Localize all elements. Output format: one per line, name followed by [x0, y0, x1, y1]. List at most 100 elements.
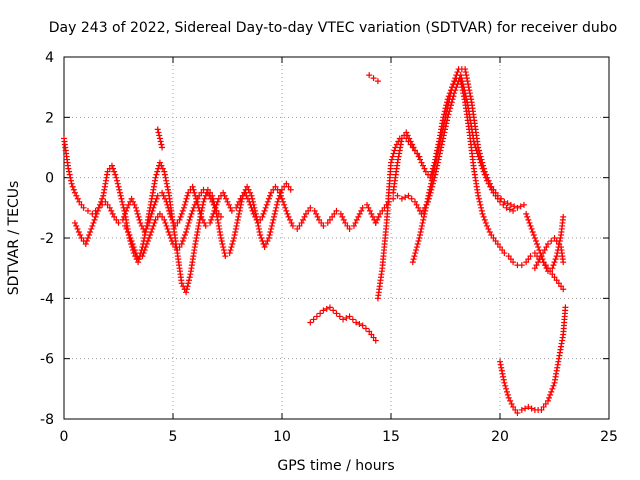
data-point [374, 78, 381, 85]
data-point [398, 135, 405, 142]
data-point [183, 225, 190, 232]
data-point [114, 177, 121, 184]
data-point [267, 228, 274, 235]
data-point [428, 180, 435, 187]
data-point [422, 207, 429, 214]
data-point [128, 238, 135, 245]
data-point [423, 201, 430, 208]
data-point [501, 198, 508, 205]
data-point [557, 235, 564, 241]
data-point [422, 204, 429, 211]
data-point [154, 192, 161, 199]
data-point [183, 228, 190, 235]
data-point [217, 213, 224, 220]
data-point [186, 274, 193, 281]
data-point [340, 316, 347, 323]
data-point [486, 180, 493, 187]
data-point [132, 204, 139, 211]
data-point [230, 238, 237, 245]
data-point [484, 174, 491, 181]
x-tick-label: 20 [491, 429, 509, 445]
data-point [277, 189, 284, 196]
x-axis-label: GPS time / hours [277, 458, 394, 474]
data-point [497, 361, 504, 368]
data-point [542, 262, 549, 269]
data-point [448, 87, 455, 94]
data-point [326, 304, 333, 311]
data-point [143, 225, 150, 232]
y-tick-label: -6 [40, 352, 54, 368]
data-point [104, 168, 111, 175]
data-point [421, 210, 428, 217]
data-point [131, 201, 138, 208]
data-point [417, 156, 424, 163]
data-point [507, 201, 514, 208]
data-point [289, 222, 296, 229]
data-point [178, 210, 185, 217]
data-point [184, 283, 191, 290]
data-point [433, 156, 440, 163]
data-point [77, 231, 84, 238]
data-point [527, 222, 534, 229]
data-point [119, 201, 126, 208]
data-point [377, 210, 384, 217]
data-point [476, 150, 483, 157]
data-point [534, 241, 541, 248]
data-point [92, 213, 99, 220]
data-point [410, 256, 417, 263]
data-point [477, 201, 484, 208]
data-point [164, 183, 171, 190]
data-point [329, 213, 336, 220]
data-point [372, 337, 379, 344]
data-point [183, 289, 190, 296]
data-point [555, 280, 562, 287]
data-point [480, 213, 487, 220]
data-point [343, 314, 350, 321]
data-point [490, 186, 497, 193]
data-point [550, 382, 557, 389]
data-point [560, 213, 567, 220]
data-point [560, 259, 567, 266]
data-point [130, 244, 137, 251]
data-point [282, 204, 289, 211]
data-point [166, 231, 173, 238]
data-point [264, 238, 271, 245]
data-point [402, 194, 409, 201]
data-point [99, 195, 106, 202]
data-point [492, 189, 499, 196]
data-point [271, 210, 278, 217]
data-point [526, 219, 533, 226]
data-point [186, 216, 193, 223]
data-point [229, 241, 236, 248]
y-tick-label: -4 [40, 291, 54, 307]
data-point [498, 367, 505, 374]
data-point [411, 253, 418, 260]
data-point [111, 168, 118, 175]
data-point [313, 210, 320, 217]
data-point [518, 406, 525, 413]
data-point [147, 231, 154, 238]
data-point [294, 225, 301, 232]
data-point [201, 195, 208, 202]
data-point [501, 379, 508, 386]
data-point [284, 210, 291, 217]
data-point [288, 219, 295, 226]
data-point [183, 286, 190, 293]
data-point [95, 204, 102, 211]
data-point [507, 397, 514, 404]
data-point [196, 216, 203, 223]
data-point [241, 189, 248, 196]
data-point [499, 247, 506, 254]
data-point [505, 253, 512, 260]
data-point [249, 195, 256, 202]
data-point [418, 225, 425, 232]
data-point [503, 204, 510, 211]
data-point [181, 201, 188, 208]
data-point [273, 201, 280, 208]
data-point [82, 241, 89, 248]
data-point [499, 370, 506, 377]
data-point [112, 171, 119, 178]
data-point [239, 195, 246, 202]
data-point [207, 219, 214, 226]
data-point [275, 195, 282, 202]
